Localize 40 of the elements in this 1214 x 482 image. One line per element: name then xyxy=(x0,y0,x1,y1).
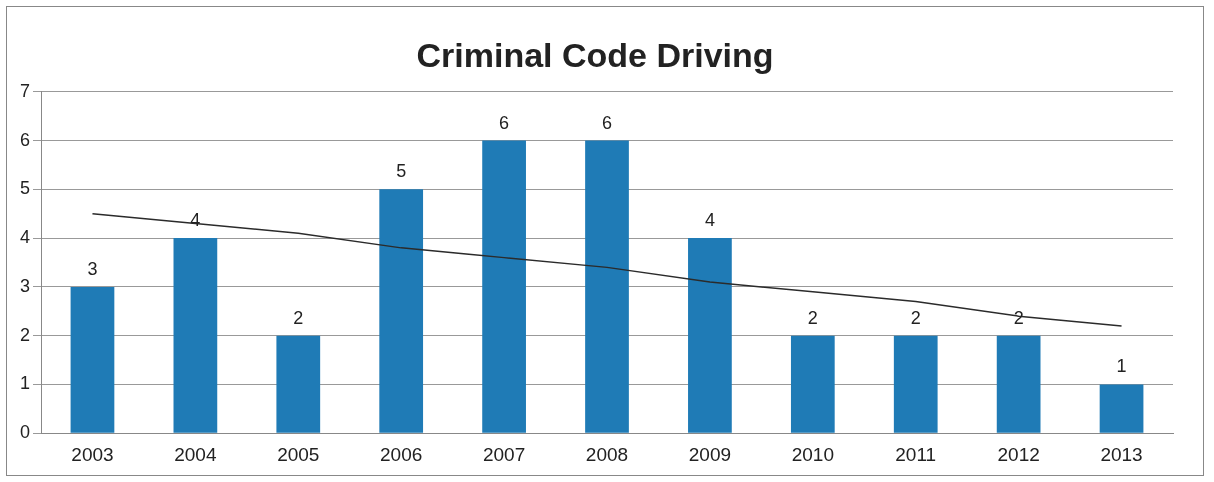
x-tick-label: 2009 xyxy=(688,443,732,465)
bar xyxy=(70,286,115,433)
data-label: 2 xyxy=(293,307,304,328)
y-tick-label: 7 xyxy=(20,80,31,101)
y-tick-label: 3 xyxy=(20,275,31,296)
x-tick-label: 2004 xyxy=(174,443,217,465)
x-tick-label: 2011 xyxy=(895,443,937,465)
bar xyxy=(893,335,938,433)
data-label: 3 xyxy=(87,258,98,279)
x-tick-label: 2006 xyxy=(380,443,423,465)
data-label: 6 xyxy=(602,112,613,133)
data-label: 6 xyxy=(499,112,510,133)
bar xyxy=(688,238,732,433)
y-tick-label: 5 xyxy=(20,178,31,199)
y-tick-label: 0 xyxy=(20,422,31,443)
data-label: 2 xyxy=(807,307,818,328)
bar xyxy=(1099,384,1144,433)
data-label: 5 xyxy=(396,161,407,182)
bar xyxy=(173,238,218,433)
bar xyxy=(790,335,835,433)
bar xyxy=(585,140,629,433)
bar xyxy=(276,335,321,433)
data-label: 4 xyxy=(704,210,715,231)
bar xyxy=(482,140,526,433)
x-tick-label: 2008 xyxy=(585,443,629,465)
data-label: 2 xyxy=(910,307,921,328)
x-tick-label: 2005 xyxy=(277,443,320,465)
x-tick-label: 2007 xyxy=(482,443,526,465)
y-tick-label: 6 xyxy=(20,129,31,150)
x-tick-label: 2012 xyxy=(997,443,1040,465)
x-tick-label: 2013 xyxy=(1100,443,1143,465)
bar xyxy=(996,335,1041,433)
y-tick-label: 2 xyxy=(20,324,31,345)
bar xyxy=(379,189,424,433)
y-tick-label: 4 xyxy=(20,227,31,248)
x-tick-label: 2003 xyxy=(71,443,114,465)
data-label: 1 xyxy=(1116,356,1127,377)
x-tick-label: 2010 xyxy=(791,443,834,465)
y-tick-label: 1 xyxy=(20,373,31,394)
chart-title: Criminal Code Driving xyxy=(416,35,774,74)
